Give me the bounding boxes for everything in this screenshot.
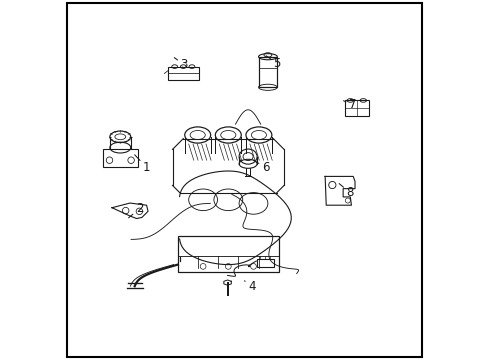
Text: 3: 3	[174, 58, 187, 71]
Bar	[103, 149, 137, 167]
Bar	[258, 57, 277, 87]
Text: 8: 8	[339, 184, 353, 199]
Text: 5: 5	[265, 56, 280, 69]
Bar	[168, 67, 198, 80]
Text: 7: 7	[343, 98, 356, 111]
Text: 2: 2	[128, 202, 143, 218]
Text: 4: 4	[244, 280, 255, 293]
Bar	[257, 259, 274, 267]
Bar	[178, 236, 278, 272]
Bar	[345, 100, 368, 116]
Text: 1: 1	[134, 155, 150, 174]
Text: 6: 6	[253, 160, 268, 174]
